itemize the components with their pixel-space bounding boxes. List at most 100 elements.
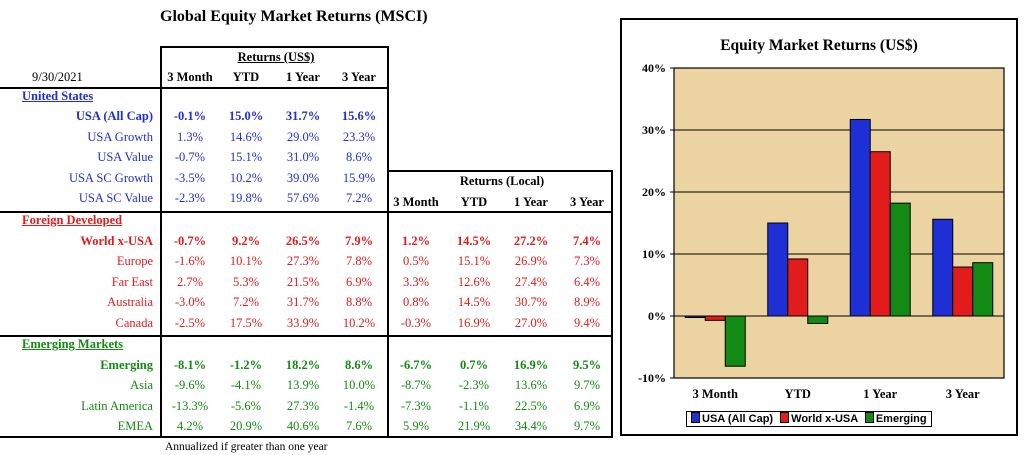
usd-value: -3.0% [174,295,206,309]
bar-chart: Equity Market Returns (US$) 40% 30% 20% 10% 0… [638,37,1005,401]
legend-swatch-usa [691,412,700,423]
usd-value: 7.8% [345,254,373,268]
x-tick-label: 3 Year [946,387,980,401]
group-label-em: Emerging Markets [22,337,124,351]
usd-value: 39.0% [286,171,320,185]
usd-value: 15.1% [229,150,263,164]
row-name: USA SC Growth [68,171,153,185]
local-value: -2.3% [458,378,490,392]
usd-value: 33.9% [286,316,320,330]
usd-value: 15.6% [341,109,377,123]
row-name: Far East [111,275,153,289]
usd-value: 15.0% [228,109,264,123]
legend-swatch-emerging [864,412,874,423]
chart-legend: USA (All Cap) World x-USA Emerging [686,411,932,427]
local-right-rule [611,170,613,436]
row-name: EMEA [117,419,153,433]
legend-swatch-world [780,412,790,423]
bottom-rule [0,436,613,438]
bar [972,262,994,317]
plot-area [673,67,1005,379]
usd-value: 10.2% [229,171,263,185]
usd-value: 15.9% [342,171,376,185]
usd-value: -1.6% [174,254,206,268]
row-name: USA Growth [87,130,153,144]
usd-value: 19.8% [229,191,263,205]
bar [724,315,746,367]
usd-value: 26.5% [285,234,321,248]
usd-value: -1.2% [229,358,263,372]
local-value: -0.3% [400,316,432,330]
local-col-header: 3 Month [393,195,439,209]
y-tick-label: -10% [638,371,666,385]
local-col-header: 1 Year [514,195,548,209]
usd-value: 7.2% [232,295,260,309]
usd-value: 13.9% [286,378,320,392]
row-name: World x-USA [80,234,153,248]
bar [767,222,789,317]
usd-value: -0.1% [173,109,207,123]
usd-value: -5.6% [230,399,262,413]
local-value: 1.2% [401,234,431,248]
local-value: 22.5% [514,399,548,413]
usd-value: 31.7% [286,295,320,309]
legend-emerging: Emerging [875,413,927,425]
local-value: 9.7% [573,419,601,433]
local-value: 6.9% [573,399,601,413]
local-value: 30.7% [514,295,548,309]
local-value: 26.9% [514,254,548,268]
local-value: 0.7% [459,358,489,372]
local-value: 13.6% [514,378,548,392]
local-value: -7.3% [400,399,432,413]
local-value: 27.4% [514,275,548,289]
local-value: 16.9% [457,316,491,330]
date-label: 9/30/2021 [32,70,83,84]
usd-value: -1.4% [343,399,375,413]
usd-value: 4.2% [176,419,204,433]
usd-value: 18.2% [285,358,321,372]
usd-value: 23.3% [342,130,376,144]
chart-panel: Equity Market Returns (US$) 40% 30% 20% 10% 0… [620,18,1018,436]
usd-value: 7.6% [345,419,373,433]
usd-value: 10.2% [342,316,376,330]
bar [807,315,829,324]
header-rule [0,87,389,89]
local-value: 5.9% [402,419,430,433]
local-value: 9.5% [572,358,602,372]
usd-value: -4.1% [230,378,262,392]
usd-value: -0.7% [174,150,206,164]
usd-col-header: 3 Month [167,70,213,84]
bar [684,315,706,318]
row-name: Emerging [100,358,153,372]
footnote: Annualized if greater than one year [165,441,328,453]
usd-value: 17.5% [229,316,263,330]
x-tick-label: 3 Month [693,387,739,401]
usd-value: 31.0% [286,150,320,164]
local-col-header: 3 Year [570,195,604,209]
local-value: 0.8% [402,295,430,309]
bar [952,266,974,317]
usd-col-header: YTD [232,70,260,84]
local-value: 14.5% [456,234,492,248]
fd-rule [0,211,613,213]
usd-value: -13.3% [171,399,209,413]
usd-value: 8.6% [344,358,374,372]
group-label-fd: Foreign Developed [22,213,123,227]
local-top-rule [389,170,613,172]
local-value: -6.7% [399,358,433,372]
row-name: Latin America [81,399,153,413]
usd-value: 20.9% [229,419,263,433]
local-value: -8.7% [400,378,432,392]
usd-value: 10.0% [342,378,376,392]
y-tick-label: 40% [642,61,666,75]
usd-value: 10.1% [229,254,263,268]
y-tick-label: 20% [642,185,666,199]
usd-col-header: 3 Year [342,70,376,84]
row-name: USA Value [97,150,153,164]
x-tick-label: YTD [785,387,811,401]
local-value: 8.9% [573,295,601,309]
usd-left-rule [160,46,162,436]
usd-value: -3.5% [174,171,206,185]
row-name: Australia [107,295,153,309]
legend-world: World x-USA [791,413,858,425]
